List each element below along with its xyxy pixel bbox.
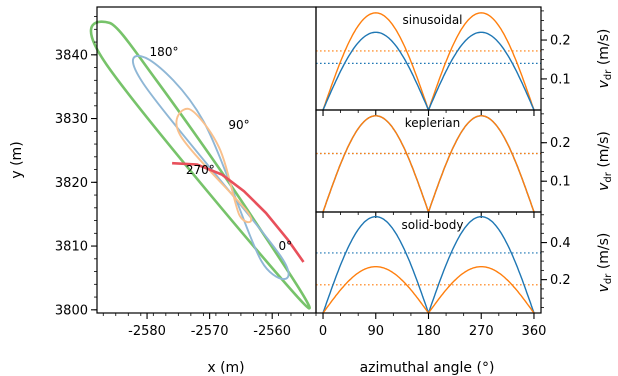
y-tick-label: 3840 xyxy=(55,48,88,63)
angle-annotation: 270° xyxy=(186,163,215,177)
panel-title: keplerian xyxy=(405,116,460,130)
velocity-series-line xyxy=(322,12,535,113)
velocity-series-line xyxy=(322,115,535,215)
y-tick-label: 0.2 xyxy=(550,34,571,49)
trajectory-panel: 180° 90° 270° 0° -2580 -2570 -2560 3800 3810 382… xyxy=(9,6,317,376)
velocity-axis-label: vdr (m/s) xyxy=(596,29,614,89)
x-tick-label: 180 xyxy=(416,324,441,339)
y-tick-label: 0.1 xyxy=(550,175,571,190)
velocity-series-line xyxy=(322,115,535,215)
velocity-axis-label: vdr (m/s) xyxy=(596,131,614,191)
y-tick-label: 3830 xyxy=(55,112,88,127)
panel-title: sinusoidal xyxy=(402,13,462,27)
sinusoidal-panel: sinusoidal 0.1 0.2 vdr (m/s) xyxy=(315,6,614,116)
y-tick-label: 0.4 xyxy=(550,236,571,251)
velocity-series-line xyxy=(322,266,535,315)
red-trajectory-line xyxy=(172,161,305,263)
x-tick-label: 270 xyxy=(469,324,494,339)
trajectory-axes-frame xyxy=(96,6,317,314)
velocity-axis-label: vdr (m/s) xyxy=(596,233,614,293)
solid-body-panel: solid-body 0.2 0.4 0 90 180 270 360 vdr (m/s) xyxy=(315,211,614,339)
x-tick-label: 0 xyxy=(319,324,327,339)
angle-annotation: 180° xyxy=(150,45,179,59)
x-tick-label: -2570 xyxy=(191,324,229,339)
azimuth-axis-label: azimuthal angle (°) xyxy=(360,360,495,376)
y-tick-label: 0.2 xyxy=(550,273,571,288)
trajectory-ticks: -2580 -2570 -2560 3800 3810 3820 3830 3840 xyxy=(55,16,317,339)
keplerian-panel: keplerian 0.1 0.2 vdr (m/s) xyxy=(315,109,614,218)
y-tick-label: 3800 xyxy=(55,303,88,318)
orange-trajectory-ellipse xyxy=(175,107,253,224)
x-axis-label: x (m) xyxy=(207,360,244,376)
y-tick-label: 3820 xyxy=(55,176,88,191)
angle-annotation: 0° xyxy=(278,239,292,253)
angle-annotations: 180° 90° 270° 0° xyxy=(150,45,293,253)
velocity-series-line xyxy=(322,31,535,112)
y-axis-label: y (m) xyxy=(9,141,25,178)
x-tick-label: 360 xyxy=(522,324,547,339)
velocity-panels: sinusoidal 0.1 0.2 vdr (m/s) keplerian 0.1 0.2… xyxy=(315,6,614,339)
x-tick-label: -2560 xyxy=(253,324,291,339)
y-tick-label: 3810 xyxy=(55,240,88,255)
green-trajectory-ellipse xyxy=(89,20,311,310)
y-tick-label: 0.2 xyxy=(550,136,571,151)
x-tick-label: 90 xyxy=(367,324,384,339)
x-tick-label: -2580 xyxy=(128,324,166,339)
trajectory-curves xyxy=(89,20,311,310)
panel-title: solid-body xyxy=(402,218,464,232)
y-tick-label: 0.1 xyxy=(550,72,571,87)
angle-annotation: 90° xyxy=(228,118,249,132)
